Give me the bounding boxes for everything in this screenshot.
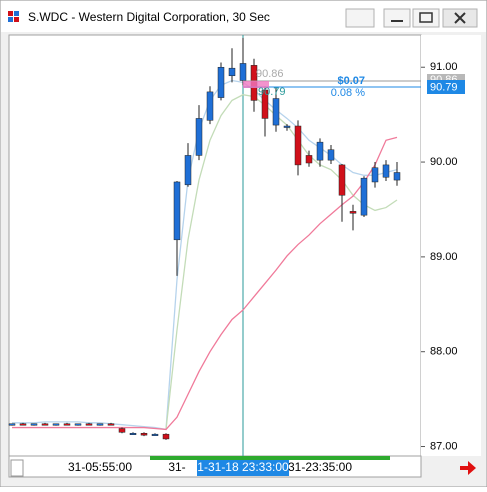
plot: 87.00 88.00 89.00 90.00 91.00 31-05:55:00 31- 1… <box>8 35 465 476</box>
candle-body <box>360 177 368 216</box>
candle-body <box>283 125 291 128</box>
candle-body <box>151 433 159 436</box>
candle-body <box>52 423 60 426</box>
y-tick-label: 89.00 <box>430 251 458 263</box>
plot-area <box>8 34 422 457</box>
session-bar <box>150 456 390 460</box>
candle-body <box>206 91 214 121</box>
link-button[interactable] <box>345 8 375 28</box>
candle-body <box>118 428 126 433</box>
candle-body <box>327 149 335 161</box>
candle-body <box>228 67 236 77</box>
candle-body <box>96 423 104 426</box>
minimize-button[interactable] <box>383 8 411 28</box>
cursor-price: 90.79 <box>258 86 286 98</box>
x-tick-label: 31-05:55:00 <box>68 460 132 474</box>
moving-average-line <box>12 136 398 431</box>
candle-body <box>162 433 170 440</box>
maximize-button[interactable] <box>412 8 440 28</box>
candle-body <box>173 181 181 241</box>
x-tick-label: 31-23:35:00 <box>288 460 352 474</box>
candle-body <box>140 432 148 436</box>
candle-body <box>382 164 390 178</box>
scroll-box[interactable] <box>10 459 24 477</box>
candle-body <box>74 423 82 426</box>
candle-body <box>239 63 247 81</box>
candle-body <box>349 211 357 214</box>
crosshair-time-label: 1-31-18 23:33:00 <box>197 460 289 474</box>
change: $0.07 <box>337 75 365 87</box>
candle-body <box>393 172 401 181</box>
candle-body <box>63 423 71 426</box>
candle-body <box>107 423 115 426</box>
y-tick-label: 87.00 <box>430 440 458 452</box>
price-axis <box>421 35 481 456</box>
candle-body <box>217 66 225 98</box>
candle-body <box>371 167 379 183</box>
candle-body <box>338 164 346 196</box>
ref-tag <box>427 74 465 84</box>
candle-body <box>19 423 27 426</box>
y-tick-label: 90.00 <box>430 156 458 168</box>
candle-body <box>184 155 192 186</box>
candle-body <box>294 125 302 166</box>
candle-body <box>272 98 280 126</box>
candle-body <box>305 155 313 164</box>
ref-price: 90.86 <box>256 68 284 80</box>
candle-body <box>129 432 137 435</box>
app-icon <box>8 11 19 22</box>
cursor-tag-label: 90.79 <box>430 81 458 93</box>
x-tick-label: 31- <box>168 460 185 474</box>
moving-average-line <box>165 94 398 430</box>
y-tick-label: 91.00 <box>430 61 458 73</box>
candle-body <box>30 423 38 426</box>
y-tick-label: 88.00 <box>430 346 458 358</box>
candle-body <box>8 423 16 426</box>
scroll-right-arrow[interactable] <box>460 461 476 475</box>
candle-body <box>195 118 203 156</box>
candle-body <box>41 423 49 426</box>
candle-body <box>316 141 324 161</box>
candle-body <box>85 423 93 426</box>
crosshair-time-box <box>197 460 289 476</box>
candle-body <box>261 89 269 119</box>
window-title: S.WDC - Western Digital Corporation, 30 … <box>28 10 270 24</box>
cursor-tag <box>427 80 465 94</box>
change-pct: 0.08 % <box>331 87 365 99</box>
marker <box>243 81 269 88</box>
